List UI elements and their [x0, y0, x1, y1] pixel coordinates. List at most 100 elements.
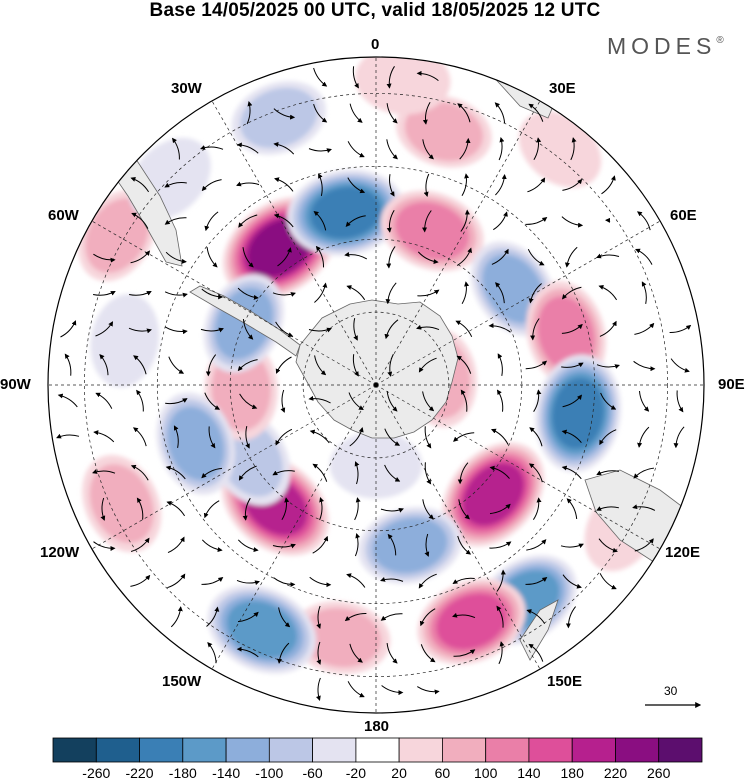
colorbar-tick-label: 100 [474, 765, 498, 781]
wind-arrow [605, 217, 611, 223]
anomaly-contour [240, 87, 318, 149]
wind-arrow [498, 137, 505, 161]
wind-arrow [201, 288, 224, 300]
brand-logo: MODES® [607, 33, 724, 60]
wind-arrow [237, 359, 258, 372]
wind-arrow [533, 137, 542, 161]
wind-arrow [528, 643, 544, 662]
wind-arrow [207, 642, 217, 664]
wind-arrow [386, 391, 398, 412]
colorbar-tick-label: 260 [647, 765, 671, 781]
wind-arrow [560, 543, 584, 549]
wind-arrow [525, 576, 548, 585]
wind-arrow [344, 612, 367, 622]
wind-arrow [314, 282, 328, 303]
wind-arrow [170, 606, 183, 628]
wind-arrow [639, 390, 650, 412]
lon-label-30w: 30W [171, 80, 202, 97]
meridian-line [211, 100, 377, 386]
wind-arrow [237, 539, 259, 553]
wind-arrow [633, 467, 654, 479]
wind-arrow [528, 103, 544, 122]
wind-arrow [347, 681, 365, 698]
meridian-line [375, 220, 661, 386]
anomaly-contour [482, 254, 545, 324]
wind-arrow [565, 606, 576, 629]
wind-arrow [599, 320, 617, 337]
wind-arrow [206, 606, 220, 627]
wind-arrow [313, 67, 328, 87]
lon-label-120w: 120W [40, 544, 80, 561]
lon-label-60w: 60W [48, 207, 79, 224]
meridian-line [91, 384, 377, 550]
wind-arrow [419, 608, 436, 627]
wind-arrow [273, 577, 296, 588]
colorbar-tick-label: 140 [517, 765, 541, 781]
anomaly-cell-27 [231, 81, 326, 155]
wind-arrow [416, 324, 440, 331]
wind-arrow [418, 573, 437, 589]
wind-arrow [385, 282, 397, 305]
brand-name: MODES [607, 33, 717, 59]
wind-arrow [205, 354, 217, 377]
wind-arrow [496, 569, 506, 592]
wind-arrow [272, 292, 296, 297]
wind-arrow [459, 137, 471, 160]
wind-arrow [201, 467, 223, 479]
wind-arrow [313, 103, 328, 123]
wind-arrow [308, 395, 331, 404]
wind-arrow [60, 320, 77, 338]
colorbar-tick-label: 180 [560, 765, 584, 781]
wind-arrow [167, 573, 186, 589]
wind-arrow [420, 644, 436, 663]
wind-arrow [424, 462, 432, 485]
wind-arrow [128, 327, 152, 334]
anomaly-contour [299, 607, 382, 668]
wind-arrow [598, 538, 618, 553]
wind-arrow [489, 503, 511, 515]
wind-arrow [130, 464, 149, 481]
anomaly-cell-17 [82, 455, 162, 553]
wind-arrow [599, 573, 617, 590]
wind-arrow [422, 391, 435, 412]
wind-arrow [93, 430, 115, 443]
colorbar-swatch [182, 737, 227, 763]
wind-arrow [562, 178, 583, 191]
latitude-circle [84, 93, 668, 677]
wind-arrow [461, 281, 470, 305]
wind-arrow [455, 320, 473, 338]
wind-arrow [460, 389, 468, 412]
wind-arrow [319, 497, 325, 521]
colorbar-tick-label: -220 [125, 765, 154, 781]
wind-arrow [92, 469, 116, 474]
colorbar [52, 737, 703, 763]
wind-arrow [389, 174, 395, 197]
wind-arrow [416, 70, 439, 81]
colorbar-swatch [398, 737, 443, 763]
wind-arrow [561, 429, 582, 444]
anomaly-cell-4 [518, 111, 602, 188]
wind-arrow [93, 253, 116, 263]
wind-arrow [570, 137, 577, 161]
wind-arrow [596, 470, 619, 476]
wind-arrow [527, 177, 546, 193]
registered-mark: ® [716, 35, 724, 46]
wind-arrow [380, 576, 404, 582]
colorbar-swatch [615, 737, 660, 763]
colorbar-tick-label: -180 [168, 765, 197, 781]
meridian-line [375, 384, 661, 550]
wind-arrow [456, 355, 472, 374]
colorbar-tick-label: 20 [391, 765, 407, 781]
wind-arrow [236, 579, 260, 586]
lon-label-60e: 60E [670, 207, 697, 224]
wind-arrow [173, 425, 179, 448]
wind-arrow [272, 470, 295, 476]
wind-arrow [64, 353, 72, 376]
wind-arrow [274, 177, 294, 192]
anomaly-contour [89, 464, 154, 543]
reference-vector-label: 30 [664, 684, 678, 698]
wind-arrow [204, 211, 219, 232]
wind-arrow [528, 283, 542, 304]
wind-arrow [201, 539, 223, 553]
wind-arrow [384, 319, 399, 340]
